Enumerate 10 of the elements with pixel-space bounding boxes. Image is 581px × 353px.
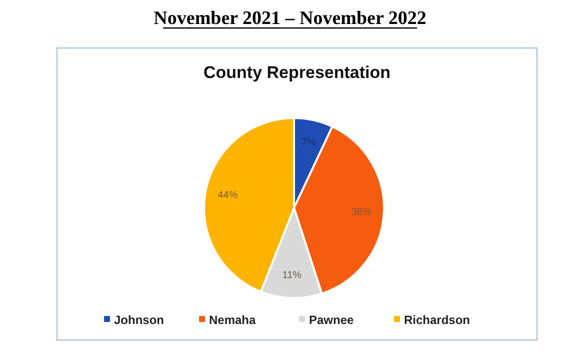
data-label: 11% <box>282 270 302 282</box>
chart-title: County Representation <box>203 63 391 82</box>
data-label: 44% <box>218 190 238 201</box>
legend-label: Johnson <box>114 313 164 328</box>
chart-subtitle: November 2021 – November 2022 <box>154 8 426 29</box>
legend-label: Nemaha <box>209 313 256 328</box>
legend-label: Pawnee <box>309 313 354 328</box>
data-label: 7% <box>302 136 316 148</box>
data-label: 38% <box>351 206 372 218</box>
legend-label: Richardson <box>404 313 470 328</box>
